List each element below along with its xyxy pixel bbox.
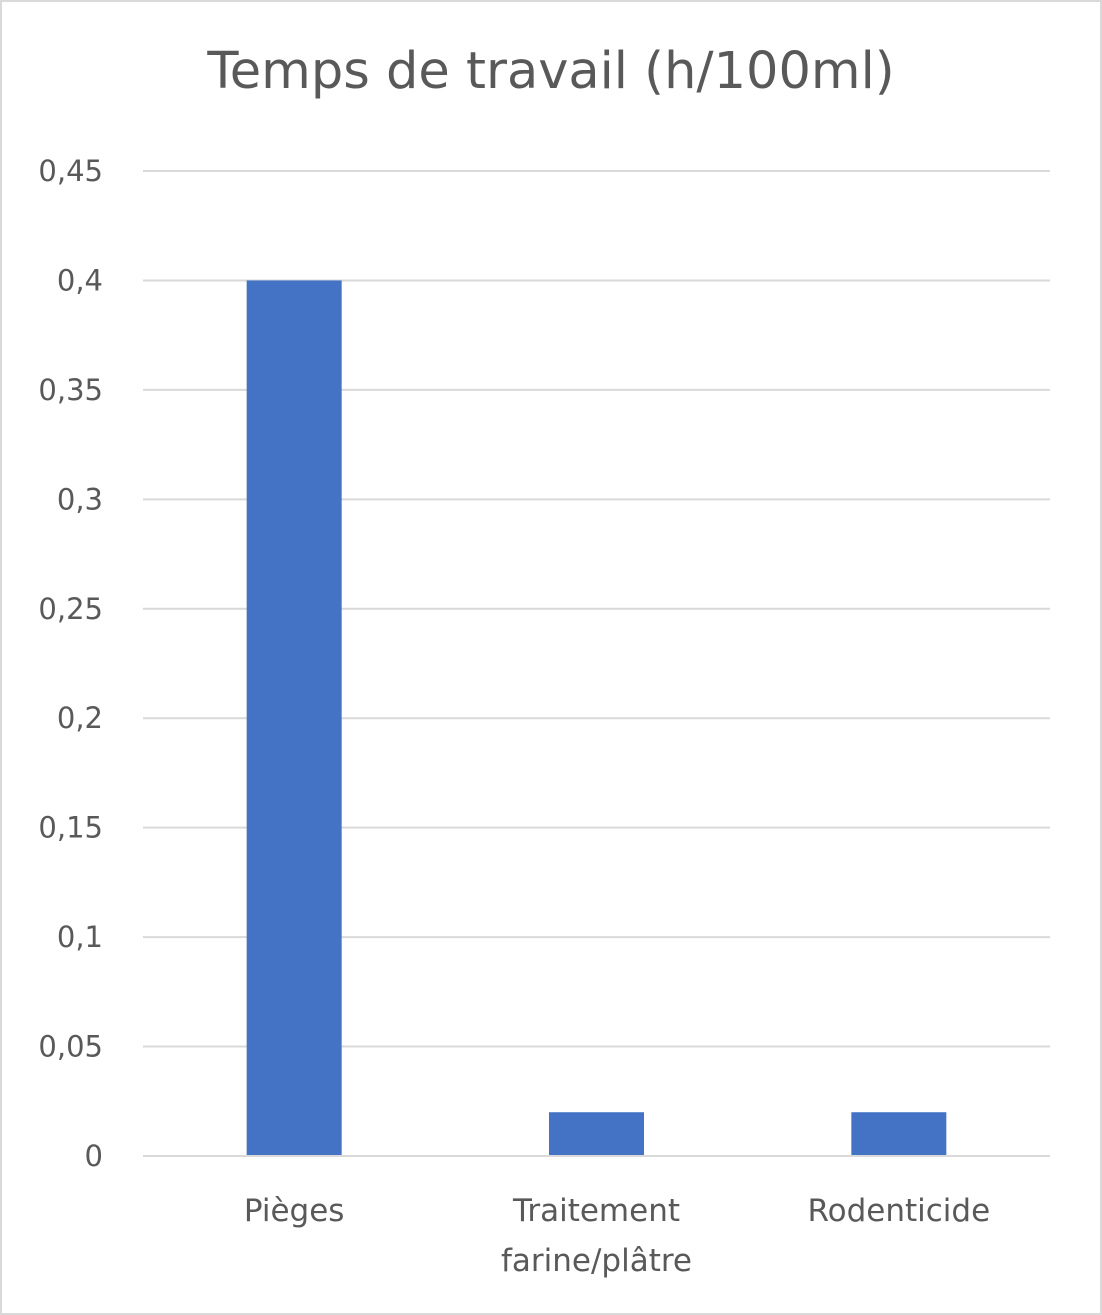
- category-label: Traitement: [512, 1193, 680, 1229]
- category-label: Rodenticide: [807, 1193, 990, 1229]
- y-tick-label: 0: [85, 1139, 103, 1173]
- category-label: Pièges: [244, 1193, 345, 1229]
- bar: [851, 1112, 947, 1156]
- y-tick-label: 0,45: [38, 154, 103, 188]
- chart-title: Temps de travail (h/100ml): [207, 42, 895, 101]
- y-tick-label: 0,25: [38, 592, 103, 626]
- y-tick-label: 0,1: [57, 920, 103, 954]
- y-tick-label: 0,2: [57, 701, 103, 735]
- bar: [549, 1112, 644, 1156]
- category-label: farine/plâtre: [501, 1243, 692, 1279]
- y-tick-label: 0,05: [38, 1030, 103, 1064]
- y-tick-label: 0,3: [57, 482, 103, 516]
- y-tick-label: 0,15: [38, 811, 103, 845]
- y-tick-label: 0,35: [38, 373, 103, 407]
- y-tick-label: 0,4: [57, 263, 103, 297]
- bar: [246, 280, 342, 1156]
